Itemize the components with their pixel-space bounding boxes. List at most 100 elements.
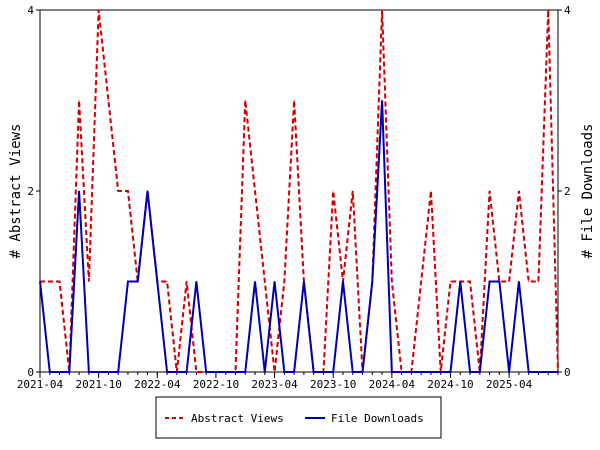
y-tick-label-right: 4 xyxy=(564,4,571,17)
data-point-abstract-views xyxy=(449,281,451,282)
data-point-abstract-views xyxy=(127,190,129,192)
data-point-file-downloads xyxy=(225,371,227,373)
data-point-file-downloads xyxy=(303,281,305,282)
y-tick-label-right: 2 xyxy=(564,185,571,198)
data-point-abstract-views xyxy=(332,190,334,192)
x-tick-label: 2025-04 xyxy=(486,378,533,391)
data-point-file-downloads xyxy=(39,281,41,282)
data-point-file-downloads xyxy=(274,281,276,282)
data-point-file-downloads xyxy=(547,371,549,373)
data-point-file-downloads xyxy=(59,371,61,373)
series-line-abstract-views xyxy=(40,9,559,373)
data-point-file-downloads xyxy=(186,371,188,373)
x-tick-label: 2022-04 xyxy=(134,378,181,391)
data-point-file-downloads xyxy=(508,371,510,373)
data-point-file-downloads xyxy=(498,281,500,282)
y-tick-label-left: 0 xyxy=(27,366,34,379)
y-tick-label-right: 0 xyxy=(564,366,571,379)
data-point-file-downloads xyxy=(264,371,266,373)
data-point-file-downloads xyxy=(371,281,373,282)
data-point-abstract-views xyxy=(107,100,109,101)
data-point-file-downloads xyxy=(127,281,129,282)
data-point-abstract-views xyxy=(88,281,90,282)
data-point-abstract-views xyxy=(528,281,530,282)
data-point-file-downloads xyxy=(147,190,149,192)
data-point-file-downloads xyxy=(420,371,422,373)
data-point-abstract-views xyxy=(254,190,256,192)
data-point-abstract-views xyxy=(283,281,285,282)
data-point-abstract-views xyxy=(547,9,549,11)
data-point-abstract-views xyxy=(518,190,520,192)
data-point-file-downloads xyxy=(215,371,217,373)
data-point-file-downloads xyxy=(537,371,539,373)
x-tick-label: 2023-04 xyxy=(251,378,298,391)
data-point-abstract-views xyxy=(117,190,119,192)
data-point-abstract-views xyxy=(537,281,539,282)
data-point-abstract-views xyxy=(186,281,188,282)
data-point-abstract-views xyxy=(274,371,276,373)
data-point-file-downloads xyxy=(332,371,334,373)
x-tick-label: 2021-10 xyxy=(75,378,121,391)
data-point-file-downloads xyxy=(244,371,246,373)
data-point-file-downloads xyxy=(391,371,393,373)
x-tick-label: 2022-10 xyxy=(193,378,239,391)
data-point-abstract-views xyxy=(98,9,100,11)
x-tick-label: 2021-04 xyxy=(17,378,64,391)
data-point-abstract-views xyxy=(391,281,393,282)
data-point-file-downloads xyxy=(176,371,178,373)
series-line-file-downloads xyxy=(39,100,558,373)
data-point-abstract-views xyxy=(430,190,432,192)
data-point-file-downloads xyxy=(117,371,119,373)
data-point-abstract-views xyxy=(293,100,295,101)
data-point-file-downloads xyxy=(489,281,491,282)
data-point-abstract-views xyxy=(469,281,471,282)
data-point-file-downloads xyxy=(195,281,197,282)
series-group xyxy=(39,9,559,373)
data-point-file-downloads xyxy=(68,371,70,373)
data-point-file-downloads xyxy=(449,371,451,373)
data-point-file-downloads xyxy=(401,371,403,373)
data-point-file-downloads xyxy=(469,371,471,373)
data-point-file-downloads xyxy=(518,281,520,282)
data-point-abstract-views xyxy=(420,281,422,282)
data-point-abstract-views xyxy=(508,281,510,282)
data-point-file-downloads xyxy=(156,281,158,282)
data-point-file-downloads xyxy=(283,371,285,373)
data-point-file-downloads xyxy=(410,371,412,373)
data-point-abstract-views xyxy=(244,100,246,101)
data-point-file-downloads xyxy=(528,371,530,373)
data-point-file-downloads xyxy=(342,281,344,282)
data-point-file-downloads xyxy=(234,371,236,373)
data-point-file-downloads xyxy=(459,281,461,282)
data-point-file-downloads xyxy=(313,371,315,373)
legend-label-file-downloads: File Downloads xyxy=(331,412,424,425)
data-point-file-downloads xyxy=(557,371,559,373)
legend: Abstract Views File Downloads xyxy=(155,396,442,439)
data-point-file-downloads xyxy=(381,100,383,101)
data-point-abstract-views xyxy=(78,100,80,101)
data-point-abstract-views xyxy=(166,281,168,282)
data-point-file-downloads xyxy=(137,281,139,282)
data-point-file-downloads xyxy=(322,371,324,373)
data-point-file-downloads xyxy=(293,371,295,373)
y-tick-label-left: 4 xyxy=(27,4,34,17)
x-tick-label: 2024-04 xyxy=(369,378,416,391)
legend-box xyxy=(155,396,442,439)
data-point-file-downloads xyxy=(430,371,432,373)
y-axis-title-left: # Abstract Views xyxy=(8,124,24,259)
data-point-file-downloads xyxy=(362,371,364,373)
x-tick-label: 2023-10 xyxy=(310,378,356,391)
data-point-abstract-views xyxy=(59,281,61,282)
data-point-file-downloads xyxy=(78,190,80,192)
data-point-abstract-views xyxy=(381,9,383,11)
y-axis-title-right: # File Downloads xyxy=(580,124,596,259)
data-point-file-downloads xyxy=(49,371,51,373)
ticks-group: 0 2 4 0 2 4 2021-04 2021-10 2022-04 2022-10 2023-0… xyxy=(17,4,571,391)
data-point-file-downloads xyxy=(254,281,256,282)
data-point-abstract-views xyxy=(195,371,197,373)
data-point-file-downloads xyxy=(479,371,481,373)
data-point-file-downloads xyxy=(88,371,90,373)
data-point-file-downloads xyxy=(205,371,207,373)
